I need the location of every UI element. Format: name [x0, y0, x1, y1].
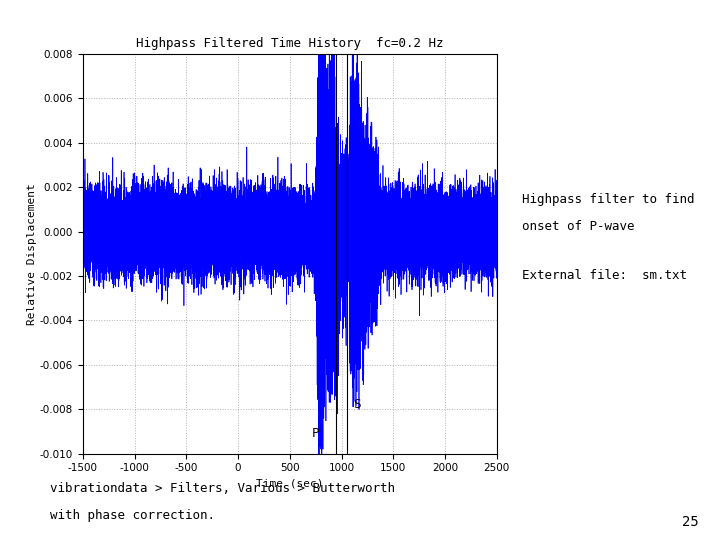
- Title: Highpass Filtered Time History  fc=0.2 Hz: Highpass Filtered Time History fc=0.2 Hz: [136, 37, 444, 50]
- Y-axis label: Relative Displacement: Relative Displacement: [27, 183, 37, 325]
- Text: S: S: [354, 398, 361, 411]
- Text: 25: 25: [682, 515, 698, 529]
- Text: P: P: [312, 427, 320, 440]
- Text: External file:  sm.txt: External file: sm.txt: [522, 269, 687, 282]
- X-axis label: Time (sec): Time (sec): [256, 479, 323, 489]
- Text: onset of P-wave: onset of P-wave: [522, 220, 634, 233]
- Text: with phase correction.: with phase correction.: [50, 509, 215, 522]
- Text: vibrationdata > Filters, Various > Butterworth: vibrationdata > Filters, Various > Butte…: [50, 482, 395, 495]
- Text: Highpass filter to find: Highpass filter to find: [522, 193, 695, 206]
